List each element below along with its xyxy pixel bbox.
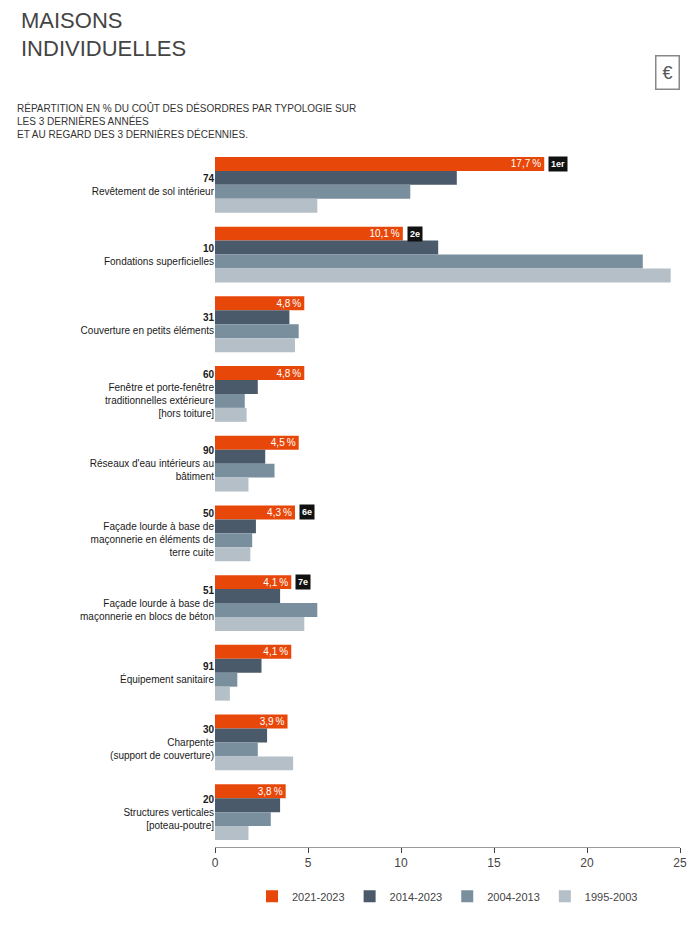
svg-text:30Charpente(support de couvert: 30Charpente(support de couverture) [110,724,214,761]
svg-text:4,5 %: 4,5 % [271,437,296,448]
svg-text:15: 15 [487,856,501,870]
svg-text:60Fenêtre et porte-fenêtretrad: 60Fenêtre et porte-fenêtretraditionnelle… [105,369,214,419]
svg-text:10Fondations superficielles: 10Fondations superficielles [104,243,214,267]
svg-text:RÉPARTITION EN % DU COÛT DES D: RÉPARTITION EN % DU COÛT DES DÉSORDRES P… [17,102,356,140]
svg-text:2014-2023: 2014-2023 [390,891,443,903]
svg-text:7e: 7e [298,577,308,587]
svg-text:3,8 %: 3,8 % [258,786,283,797]
svg-text:31Couverture en petits élément: 31Couverture en petits éléments [81,312,215,336]
svg-text:50Façade lourde à base demaçon: 50Façade lourde à base demaçonnerie en é… [91,508,215,558]
svg-text:2e: 2e [410,229,420,239]
svg-text:5: 5 [305,856,312,870]
svg-text:€: € [663,63,673,83]
svg-text:2004-2013: 2004-2013 [487,891,540,903]
svg-text:10,1 %: 10,1 % [369,228,399,239]
svg-text:51Façade lourde à base demaçon: 51Façade lourde à base demaçonnerie en b… [80,585,214,622]
svg-text:91Équipement sanitaire: 91Équipement sanitaire [120,661,214,685]
svg-text:6e: 6e [302,507,312,517]
svg-text:2021-2023: 2021-2023 [292,891,345,903]
svg-text:10: 10 [394,856,408,870]
svg-text:0: 0 [212,856,219,870]
svg-text:1995-2003: 1995-2003 [585,891,638,903]
svg-text:3,9 %: 3,9 % [260,716,285,727]
svg-text:MAISONSINDIVIDUELLES: MAISONSINDIVIDUELLES [21,8,186,62]
svg-text:90Réseaux d'eau intérieurs aub: 90Réseaux d'eau intérieurs aubâtiment [90,445,215,482]
svg-text:4,1 %: 4,1 % [263,577,288,588]
svg-text:20: 20 [580,856,594,870]
svg-text:20Structures verticales[poteau: 20Structures verticales[poteau-poutre] [123,794,214,831]
svg-text:17,7 %: 17,7 % [511,158,541,169]
svg-text:1er: 1er [551,159,565,169]
svg-text:25: 25 [673,856,687,870]
svg-text:4,8 %: 4,8 % [276,368,301,379]
svg-text:4,1 %: 4,1 % [263,646,288,657]
svg-text:4,8 %: 4,8 % [276,298,301,309]
svg-text:74Revêtement de sol intérieur: 74Revêtement de sol intérieur [92,173,215,197]
svg-text:4,3 %: 4,3 % [267,507,292,518]
